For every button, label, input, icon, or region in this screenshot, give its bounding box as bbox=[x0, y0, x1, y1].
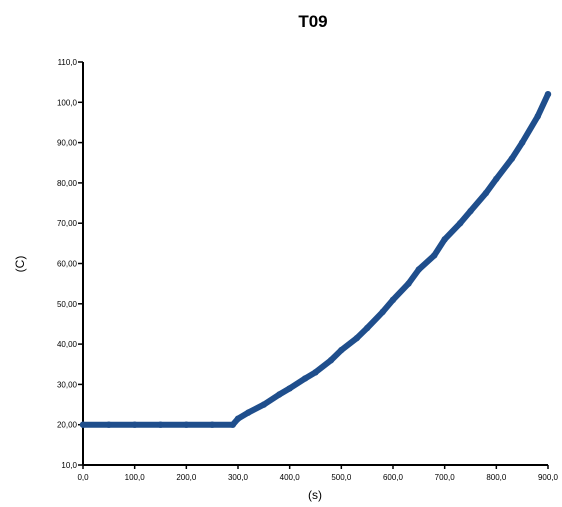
series-layer bbox=[79, 91, 552, 428]
y-axis-label: (C) bbox=[13, 256, 27, 273]
y-tick-label: 110,0 bbox=[58, 58, 78, 67]
x-tick-label: 400,0 bbox=[280, 473, 301, 482]
data-point bbox=[312, 369, 319, 376]
data-point bbox=[379, 308, 386, 316]
x-tick-label: 500,0 bbox=[331, 473, 352, 482]
x-tick-label: 100,0 bbox=[125, 473, 146, 482]
y-tick-label: 10,0 bbox=[61, 461, 77, 470]
x-tick-label: 200,0 bbox=[176, 473, 197, 482]
y-tick-label: 60,00 bbox=[57, 260, 78, 269]
data-point bbox=[286, 385, 293, 392]
y-tick-label: 80,00 bbox=[57, 179, 78, 188]
data-point bbox=[405, 280, 412, 287]
data-point bbox=[183, 421, 190, 428]
data-point bbox=[467, 207, 474, 215]
data-point bbox=[482, 189, 490, 197]
series-line bbox=[80, 91, 551, 428]
data-point bbox=[302, 375, 309, 382]
data-point bbox=[353, 334, 360, 342]
y-tick-label: 50,00 bbox=[57, 300, 78, 309]
data-point bbox=[534, 113, 541, 120]
y-tick-label: 40,00 bbox=[57, 340, 78, 349]
x-axis-ticks: 0,0 100,0 200,0 300,0 400,0 500,0 600,0 700,0 80… bbox=[77, 465, 559, 482]
data-point bbox=[209, 421, 216, 428]
data-point bbox=[245, 409, 252, 416]
y-axis-ticks: 10,0 20,00 30,00 40,00 50,00 60,00 70,00 80,00 9… bbox=[57, 58, 83, 470]
data-point bbox=[493, 175, 500, 183]
data-point bbox=[508, 155, 515, 162]
x-tick-label: 900,0 bbox=[538, 473, 559, 482]
x-tick-label: 0,0 bbox=[77, 473, 89, 482]
data-point bbox=[327, 357, 335, 364]
chart-title: T09 bbox=[298, 12, 327, 31]
data-point bbox=[431, 252, 438, 259]
data-point bbox=[389, 296, 397, 303]
y-tick-label: 30,00 bbox=[57, 380, 78, 389]
data-point bbox=[157, 421, 164, 428]
y-tick-label: 100,0 bbox=[57, 98, 78, 107]
axes bbox=[82, 62, 548, 466]
data-point bbox=[229, 421, 236, 428]
data-point bbox=[457, 220, 464, 227]
data-point bbox=[338, 346, 345, 354]
y-tick-label: 90,00 bbox=[57, 139, 78, 148]
y-tick-label: 70,00 bbox=[57, 219, 78, 228]
x-axis-label: (s) bbox=[308, 488, 322, 502]
data-point bbox=[260, 401, 267, 408]
x-tick-label: 300,0 bbox=[228, 473, 249, 482]
x-tick-label: 800,0 bbox=[486, 473, 507, 482]
data-point bbox=[79, 421, 87, 428]
x-tick-label: 700,0 bbox=[435, 473, 456, 482]
data-point bbox=[441, 236, 448, 243]
data-point bbox=[131, 421, 138, 428]
y-tick-label: 20,00 bbox=[57, 421, 78, 430]
data-point bbox=[544, 91, 552, 98]
data-point bbox=[519, 139, 526, 146]
data-point bbox=[234, 415, 242, 422]
data-point bbox=[364, 324, 371, 332]
x-tick-label: 600,0 bbox=[383, 473, 404, 482]
data-point bbox=[415, 266, 422, 273]
data-point bbox=[105, 421, 113, 428]
data-point bbox=[276, 391, 283, 398]
